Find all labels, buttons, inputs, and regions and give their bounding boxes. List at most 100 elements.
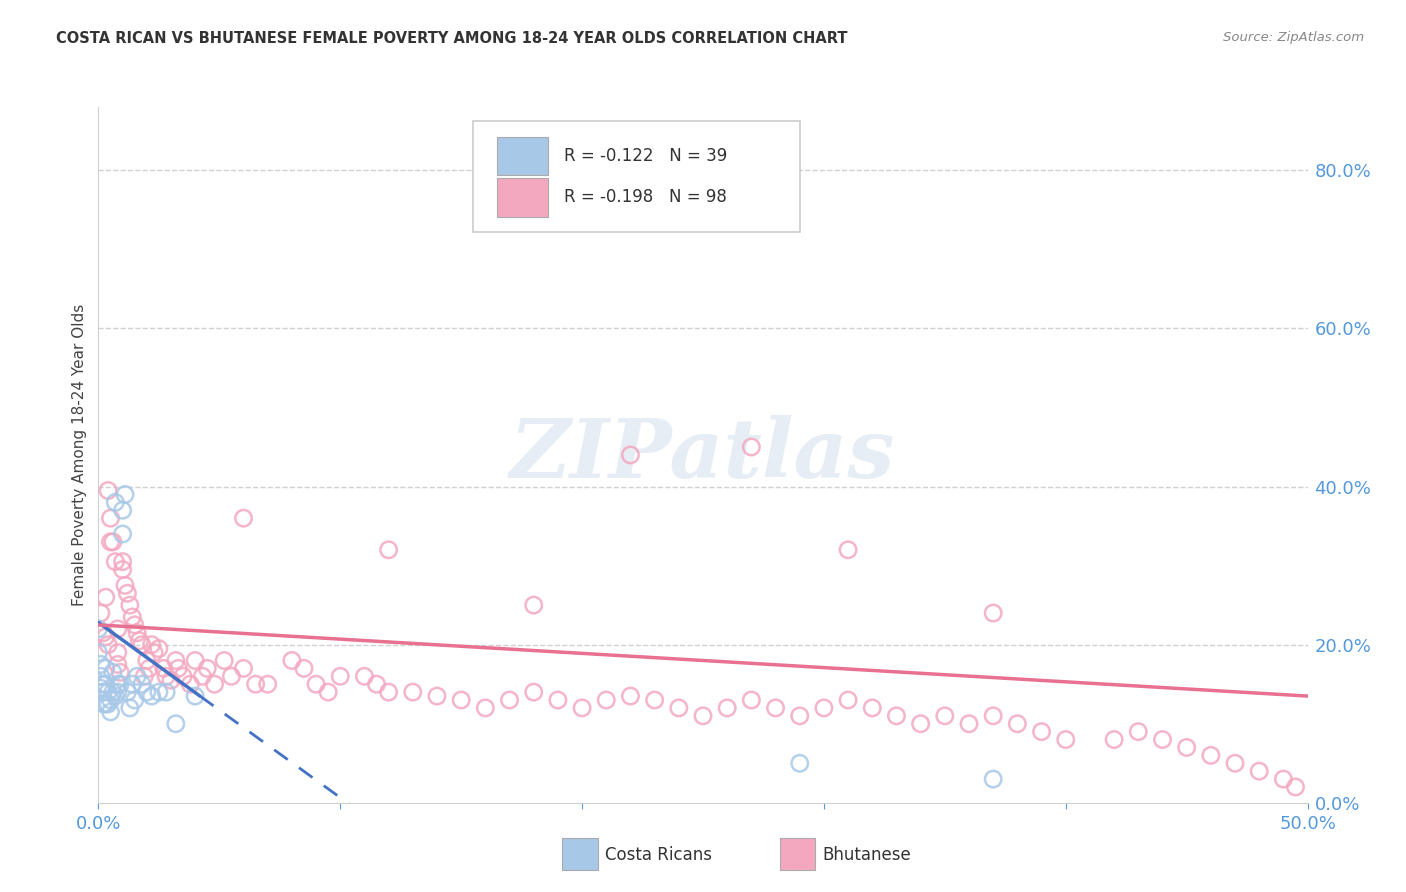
Point <box>91 625 114 640</box>
Point <box>104 495 127 509</box>
Point <box>377 542 399 557</box>
Point <box>155 685 177 699</box>
Point <box>1007 716 1029 731</box>
Point <box>91 685 114 699</box>
Point <box>104 555 127 569</box>
Y-axis label: Female Poverty Among 18-24 Year Olds: Female Poverty Among 18-24 Year Olds <box>72 304 87 606</box>
Point <box>329 669 352 683</box>
Point <box>160 673 183 688</box>
Text: Source: ZipAtlas.com: Source: ZipAtlas.com <box>1223 31 1364 45</box>
Point <box>547 693 569 707</box>
Point <box>179 677 201 691</box>
Point <box>571 701 593 715</box>
Point <box>740 693 762 707</box>
Point <box>90 681 112 695</box>
Point <box>114 487 136 501</box>
Point <box>94 697 117 711</box>
Point <box>165 716 187 731</box>
Point <box>981 772 1004 786</box>
Point <box>135 685 157 699</box>
Point <box>111 563 134 577</box>
Point <box>143 646 166 660</box>
Point <box>87 622 110 636</box>
Point <box>127 625 149 640</box>
Point <box>281 653 304 667</box>
FancyBboxPatch shape <box>498 178 548 217</box>
Point <box>957 716 980 731</box>
Point <box>111 555 134 569</box>
Point <box>128 633 150 648</box>
Point <box>184 653 207 667</box>
Point <box>716 701 738 715</box>
Point <box>981 708 1004 723</box>
Point <box>292 661 315 675</box>
Point <box>148 641 170 656</box>
Point <box>141 689 163 703</box>
Point <box>114 578 136 592</box>
Point <box>934 708 956 723</box>
Point <box>104 689 127 703</box>
Point <box>523 685 546 699</box>
Point <box>118 701 141 715</box>
Point <box>97 697 120 711</box>
Point <box>90 657 112 672</box>
Point <box>94 661 117 675</box>
Point <box>131 677 153 691</box>
Point <box>97 685 120 699</box>
Point <box>692 708 714 723</box>
Point <box>910 716 932 731</box>
Point <box>1054 732 1077 747</box>
Point <box>212 653 235 667</box>
Point <box>1175 740 1198 755</box>
Point <box>101 685 124 699</box>
Point <box>97 483 120 498</box>
Point <box>426 689 449 703</box>
Point <box>1152 732 1174 747</box>
Text: ZIPatlas: ZIPatlas <box>510 415 896 495</box>
Point <box>101 665 124 680</box>
Point <box>108 677 131 691</box>
Point <box>1284 780 1306 794</box>
Point <box>138 661 160 675</box>
Point <box>135 653 157 667</box>
Text: Costa Ricans: Costa Ricans <box>605 846 711 863</box>
Point <box>316 685 339 699</box>
Point <box>1128 724 1150 739</box>
FancyBboxPatch shape <box>474 121 800 232</box>
Point <box>148 685 170 699</box>
Point <box>450 693 472 707</box>
Point <box>87 646 110 660</box>
Point <box>1199 748 1222 763</box>
Point <box>107 677 129 691</box>
FancyBboxPatch shape <box>498 136 548 175</box>
Point <box>165 653 187 667</box>
Point <box>91 677 114 691</box>
Point <box>152 661 174 675</box>
Point <box>121 610 143 624</box>
Point <box>107 685 129 699</box>
Point <box>1272 772 1295 786</box>
Point <box>90 606 112 620</box>
Point <box>131 638 153 652</box>
Point <box>167 661 190 675</box>
Point <box>100 693 122 707</box>
Point <box>981 606 1004 620</box>
Point <box>124 618 146 632</box>
Point <box>117 685 139 699</box>
Text: COSTA RICAN VS BHUTANESE FEMALE POVERTY AMONG 18-24 YEAR OLDS CORRELATION CHART: COSTA RICAN VS BHUTANESE FEMALE POVERTY … <box>56 31 848 46</box>
Point <box>886 708 908 723</box>
Point <box>232 511 254 525</box>
Point <box>595 693 617 707</box>
Point <box>117 586 139 600</box>
Point <box>765 701 787 715</box>
Point <box>305 677 328 691</box>
Point <box>121 677 143 691</box>
Point <box>204 677 226 691</box>
Point <box>118 598 141 612</box>
Point <box>232 661 254 675</box>
Point <box>195 661 218 675</box>
Text: R = -0.198   N = 98: R = -0.198 N = 98 <box>564 188 727 206</box>
Point <box>94 677 117 691</box>
Point <box>94 630 117 644</box>
Point <box>141 638 163 652</box>
